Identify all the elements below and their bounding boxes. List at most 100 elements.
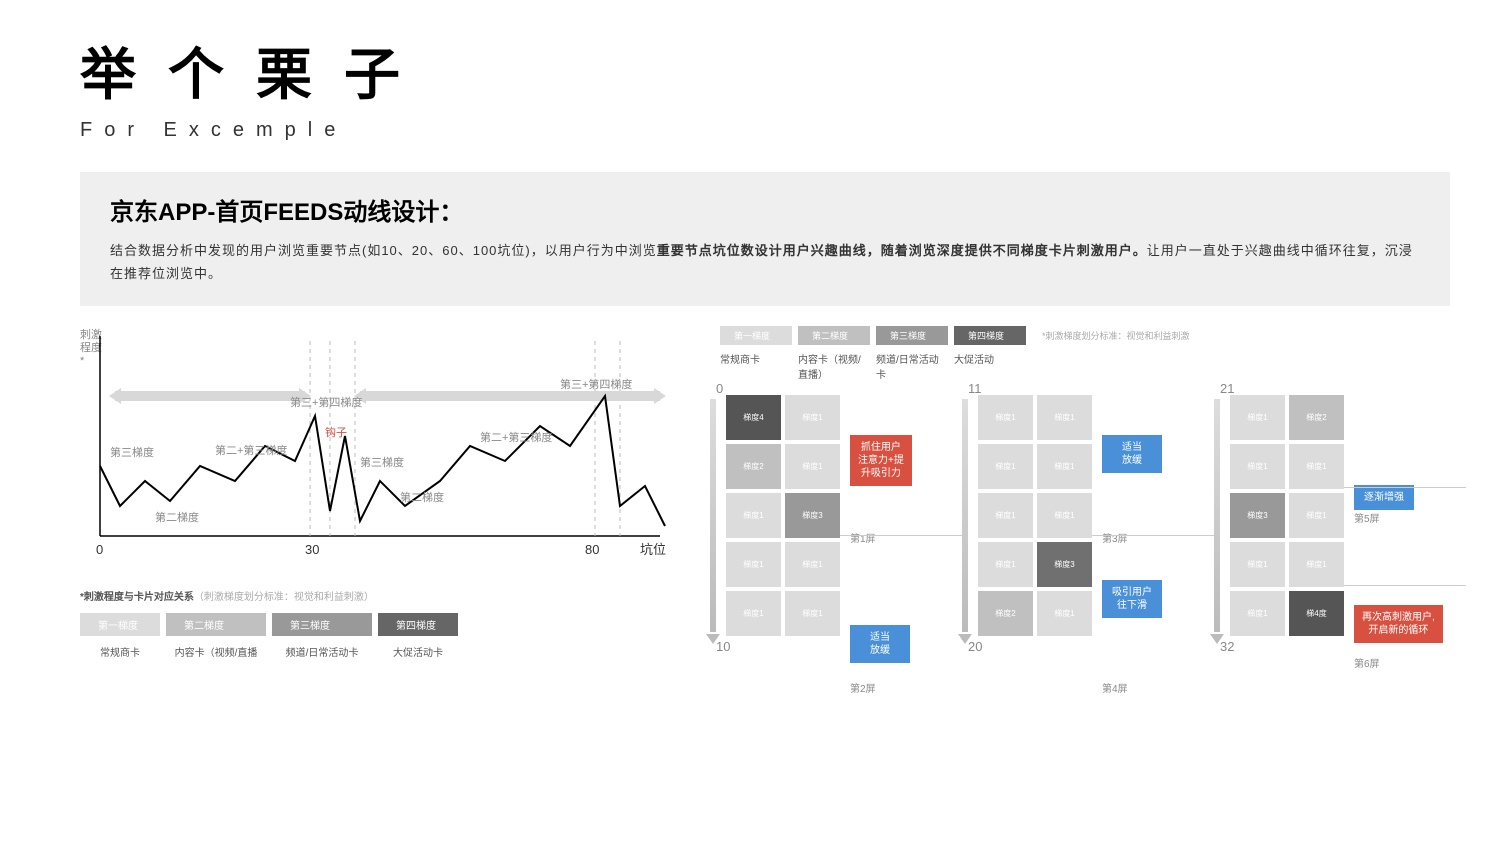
feed-card: 梯度1	[1037, 591, 1092, 636]
badge: 吸引用户往下滑	[1102, 580, 1162, 618]
x-tick: 0	[96, 542, 103, 557]
tier-boxes-row: 第一梯度第二梯度第三梯度第四梯度	[80, 613, 680, 636]
legend-boxes-row: 第一梯度第二梯度第三梯度第四梯度*刺激梯度划分标准：视觉和利益刺激	[720, 326, 1464, 345]
svg-text:程度: 程度	[80, 340, 102, 354]
feed-card: 梯度1	[1230, 444, 1285, 489]
screen-index-top: 0	[716, 381, 723, 396]
x-tick: 80	[585, 542, 599, 557]
feed-card: 梯度1	[1037, 395, 1092, 440]
feed-card: 梯度1	[1230, 591, 1285, 636]
feed-card: 梯度1	[1230, 542, 1285, 587]
interest-curve-chart: 刺激 程度 * 0 30 80 坑位 第三梯度第二梯度 第二+第三梯度 第三+第四梯…	[80, 326, 680, 576]
sub-desc: 结合数据分析中发现的用户浏览重要节点(如10、20、60、100坑位)，以用户行…	[110, 239, 1420, 286]
feed-card: 梯度1	[1289, 542, 1344, 587]
desc-bold: 重要节点坑位数设计用户兴趣曲线，随着浏览深度提供不同梯度卡片刺激用户。	[657, 243, 1147, 258]
desc-part1: 结合数据分析中发现的用户浏览重要节点(如10、20、60、100坑位)，以用户行…	[110, 243, 657, 258]
screen-index-top: 21	[1220, 381, 1234, 396]
feed-card: 梯4度	[1289, 591, 1344, 636]
feed-card: 梯度1	[785, 395, 840, 440]
badge: 适当放缓	[1102, 435, 1162, 473]
feed-card: 梯度3	[1037, 542, 1092, 587]
tier-desc: 大促活动卡	[378, 644, 458, 659]
screen-label: 第5屏	[1354, 510, 1380, 525]
legend-box: 第三梯度	[876, 326, 948, 345]
badge: 再次高刺激用户,开启新的循环	[1354, 605, 1443, 643]
chart-area: 刺激 程度 * 0 30 80 坑位 第三梯度第二梯度 第二+第三梯度 第三+第四梯…	[80, 326, 680, 659]
svg-text:第三+第四梯度: 第三+第四梯度	[290, 395, 362, 409]
x-tick: 30	[305, 542, 319, 557]
legend-desc: 频道/日常活动卡	[876, 351, 948, 381]
feed-card: 梯度2	[978, 591, 1033, 636]
feed-card: 梯度1	[1289, 444, 1344, 489]
scroll-track	[710, 399, 716, 632]
screen-label: 第3屏	[1102, 530, 1128, 545]
screen-column: 010梯度4梯度1梯度2梯度1梯度1梯度3梯度1梯度1梯度1梯度1抓住用户注意力…	[720, 395, 960, 636]
screen-index-bottom: 10	[716, 639, 730, 654]
legend-box: 第一梯度	[720, 326, 792, 345]
legend-desc: 大促活动	[954, 351, 1026, 381]
card-grid: 梯度1梯度2梯度1梯度1梯度3梯度1梯度1梯度1梯度1梯4度	[1230, 395, 1464, 636]
feed-card: 梯度1	[726, 591, 781, 636]
svg-text:钩子: 钩子	[325, 425, 347, 439]
screen-divider	[1092, 535, 1214, 536]
screen-column: 1120梯度1梯度1梯度1梯度1梯度1梯度1梯度1梯度3梯度2梯度1适当放缓吸引…	[972, 395, 1212, 636]
tier-desc: 常规商卡	[80, 644, 160, 659]
scroll-track	[962, 399, 968, 632]
legend-box: 第四梯度	[954, 326, 1026, 345]
screen-divider	[1344, 585, 1466, 586]
title-cn: 举个栗子	[80, 30, 1450, 111]
feed-card: 梯度2	[726, 444, 781, 489]
screens-row: 010梯度4梯度1梯度2梯度1梯度1梯度3梯度1梯度1梯度1梯度1抓住用户注意力…	[720, 395, 1464, 636]
svg-text:第二+第三梯度: 第二+第三梯度	[215, 443, 287, 457]
svg-text:*: *	[80, 355, 85, 367]
screen-label: 第1屏	[850, 530, 876, 545]
feed-card: 梯度2	[1289, 395, 1344, 440]
screen-label: 第4屏	[1102, 680, 1128, 695]
screen-column: 2132梯度1梯度2梯度1梯度1梯度3梯度1梯度1梯度1梯度1梯4度逐渐增强再次…	[1224, 395, 1464, 636]
chart-caption: *刺激程度与卡片对应关系（刺激梯度划分标准：视觉和利益刺激）	[80, 588, 680, 603]
feed-card: 梯度3	[1230, 493, 1285, 538]
screen-divider	[1344, 487, 1466, 488]
card-grid: 梯度4梯度1梯度2梯度1梯度1梯度3梯度1梯度1梯度1梯度1	[726, 395, 960, 636]
screen-label: 第6屏	[1354, 655, 1380, 670]
feed-card: 梯度1	[1289, 493, 1344, 538]
x-axis-label: 坑位	[640, 542, 666, 557]
feed-card: 梯度3	[785, 493, 840, 538]
legend-note: *刺激梯度划分标准：视觉和利益刺激	[1042, 329, 1190, 342]
badge: 抓住用户注意力+提升吸引力	[850, 435, 912, 486]
badge: 适当放缓	[850, 625, 910, 663]
tier-desc: 内容卡（视频/直播	[166, 644, 266, 659]
svg-text:第三梯度: 第三梯度	[110, 445, 154, 459]
feed-card: 梯度1	[978, 493, 1033, 538]
scroll-track	[1214, 399, 1220, 632]
legend-desc: 内容卡（视频/直播）	[798, 351, 870, 381]
tier-box: 第二梯度	[166, 613, 266, 636]
screen-index-bottom: 32	[1220, 639, 1234, 654]
tier-labels-row: 常规商卡内容卡（视频/直播频道/日常活动卡大促活动卡	[80, 644, 680, 659]
sub-banner: 京东APP-首页FEEDS动线设计： 结合数据分析中发现的用户浏览重要节点(如1…	[80, 172, 1450, 306]
feed-card: 梯度1	[978, 395, 1033, 440]
feed-card: 梯度1	[785, 444, 840, 489]
feed-card: 梯度1	[785, 591, 840, 636]
feed-card: 梯度4	[726, 395, 781, 440]
card-grid: 梯度1梯度1梯度1梯度1梯度1梯度1梯度1梯度3梯度2梯度1	[978, 395, 1212, 636]
svg-text:第二梯度: 第二梯度	[155, 510, 199, 524]
title-en: For Excemple	[80, 119, 1450, 142]
screen-label: 第2屏	[850, 680, 876, 695]
svg-text:第三梯度: 第三梯度	[360, 455, 404, 469]
legend-labels-row: 常规商卡内容卡（视频/直播）频道/日常活动卡大促活动	[720, 351, 1464, 381]
grid-area: 第一梯度第二梯度第三梯度第四梯度*刺激梯度划分标准：视觉和利益刺激 常规商卡内容…	[720, 326, 1464, 659]
sub-title: 京东APP-首页FEEDS动线设计：	[110, 192, 1420, 227]
y-axis-label: 刺激	[80, 327, 102, 341]
tier-box: 第一梯度	[80, 613, 160, 636]
svg-text:第二梯度: 第二梯度	[400, 490, 444, 504]
legend-desc: 常规商卡	[720, 351, 792, 381]
svg-text:第三+第四梯度: 第三+第四梯度	[560, 377, 632, 391]
screen-index-top: 11	[968, 381, 982, 396]
feed-card: 梯度1	[1037, 444, 1092, 489]
tier-box: 第四梯度	[378, 613, 458, 636]
tier-desc: 频道/日常活动卡	[272, 644, 372, 659]
feed-card: 梯度1	[726, 493, 781, 538]
svg-text:第二+第三梯度: 第二+第三梯度	[480, 430, 552, 444]
screen-divider	[840, 535, 962, 536]
